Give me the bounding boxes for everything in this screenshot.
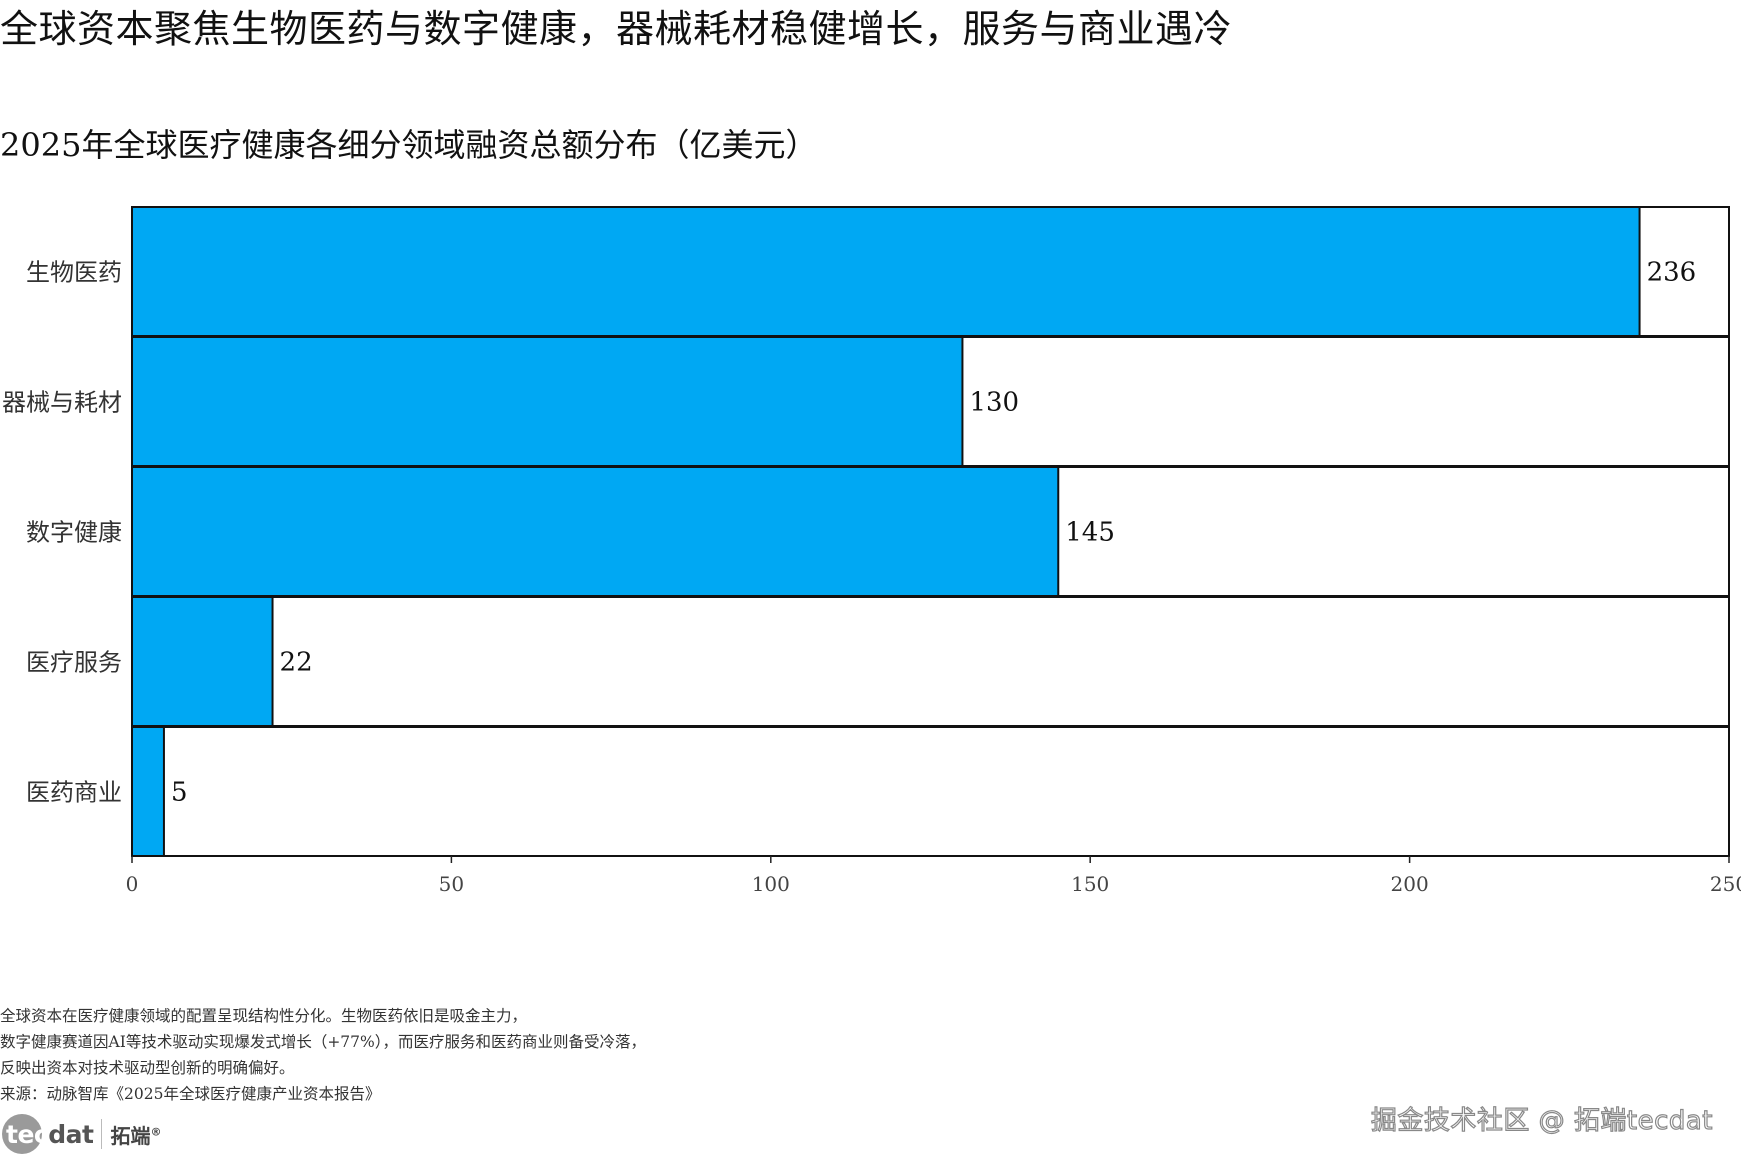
value-label: 236 bbox=[1647, 258, 1697, 288]
category-label: 医药商业 bbox=[26, 779, 122, 807]
value-label: 130 bbox=[969, 388, 1019, 418]
watermark: 掘金技术社区 @ 拓端tecdat bbox=[1370, 1105, 1713, 1136]
logo-divider bbox=[101, 1119, 103, 1149]
x-tick-label: 200 bbox=[1391, 872, 1429, 896]
note-line: 全球资本在医疗健康领域的配置呈现结构性分化。生物医药依旧是吸金主力， bbox=[0, 1007, 528, 1025]
logo-cn-text: 拓端® bbox=[110, 1123, 162, 1148]
logo-circle-icon bbox=[2, 1114, 42, 1154]
note-line: 反映出资本对技术驱动型创新的明确偏好。 bbox=[0, 1059, 295, 1077]
chart-title: 2025年全球医疗健康各细分领域融资总额分布（亿美元） bbox=[0, 126, 818, 164]
source-line: 来源：动脉智库《2025年全球医疗健康产业资本报告》 bbox=[0, 1085, 381, 1103]
bar bbox=[131, 726, 165, 857]
category-label: 医疗服务 bbox=[26, 649, 122, 677]
x-tick-label: 100 bbox=[752, 872, 790, 896]
bar bbox=[131, 596, 274, 727]
page-title: 全球资本聚焦生物医药与数字健康，器械耗材稳健增长，服务与商业遇冷 bbox=[0, 7, 1233, 51]
note-line: 数字健康赛道因AI等技术驱动实现爆发式增长（+77%），而医疗服务和医药商业则备… bbox=[0, 1033, 647, 1051]
bar bbox=[131, 206, 1641, 337]
x-tick-label: 250 bbox=[1710, 872, 1741, 896]
category-label: 器械与耗材 bbox=[2, 389, 122, 417]
logo-wordmark: tecdat bbox=[6, 1119, 94, 1149]
x-tick-label: 150 bbox=[1071, 872, 1109, 896]
bar bbox=[131, 466, 1060, 597]
value-label: 145 bbox=[1065, 518, 1115, 548]
bar bbox=[131, 336, 964, 467]
value-label: 22 bbox=[280, 648, 313, 678]
tecdat-logo: tecdat 拓端® bbox=[2, 1114, 161, 1154]
bar-track bbox=[131, 726, 1730, 857]
x-tick-label: 0 bbox=[126, 872, 139, 896]
x-tick-label: 50 bbox=[439, 872, 464, 896]
chart-notes: 全球资本在医疗健康领域的配置呈现结构性分化。生物医药依旧是吸金主力， 数字健康赛… bbox=[0, 1003, 646, 1107]
category-label: 数字健康 bbox=[26, 519, 122, 547]
bar-track bbox=[131, 596, 1730, 727]
category-label: 生物医药 bbox=[26, 259, 122, 287]
value-label: 5 bbox=[171, 778, 188, 808]
